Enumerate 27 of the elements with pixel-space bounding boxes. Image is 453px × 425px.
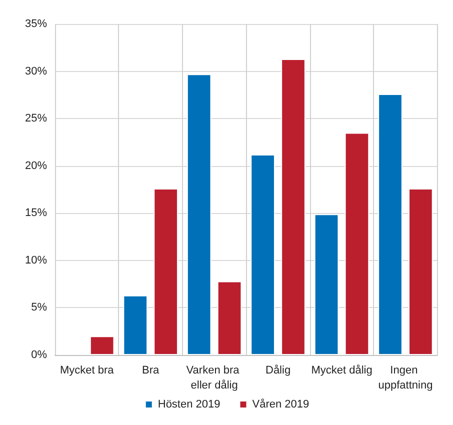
y-tick-label: 20%	[24, 160, 48, 172]
x-tick-label: Bra	[142, 364, 160, 376]
bar	[186, 74, 212, 355]
x-tick-label: Dålig	[265, 364, 291, 376]
x-tick-label: Mycket dålig	[311, 364, 372, 376]
x-tick-label: Varken bra eller dålig	[186, 364, 242, 392]
bar	[314, 214, 339, 355]
y-tick-label: 15%	[24, 207, 48, 220]
y-tick-label: 25%	[24, 112, 48, 125]
bar	[123, 295, 148, 355]
y-tick-label: 30%	[24, 65, 48, 78]
bar	[217, 281, 242, 355]
legend-label: Hösten 2019	[158, 398, 220, 410]
bar	[378, 94, 402, 355]
y-tick-label: 5%	[31, 302, 48, 314]
y-tick-label: 0%	[31, 349, 48, 361]
x-tick-label: Mycket bra	[60, 364, 115, 376]
y-tick-label: 35%	[24, 18, 48, 30]
legend-label: Våren 2019	[252, 398, 310, 410]
y-tick-label: 10%	[24, 254, 48, 266]
bar	[250, 154, 275, 355]
bar	[344, 132, 370, 355]
bar	[281, 58, 306, 355]
bar	[408, 188, 433, 355]
bar	[154, 188, 178, 355]
bar	[90, 336, 114, 355]
x-tick-label: Ingen uppfattning	[378, 364, 433, 392]
